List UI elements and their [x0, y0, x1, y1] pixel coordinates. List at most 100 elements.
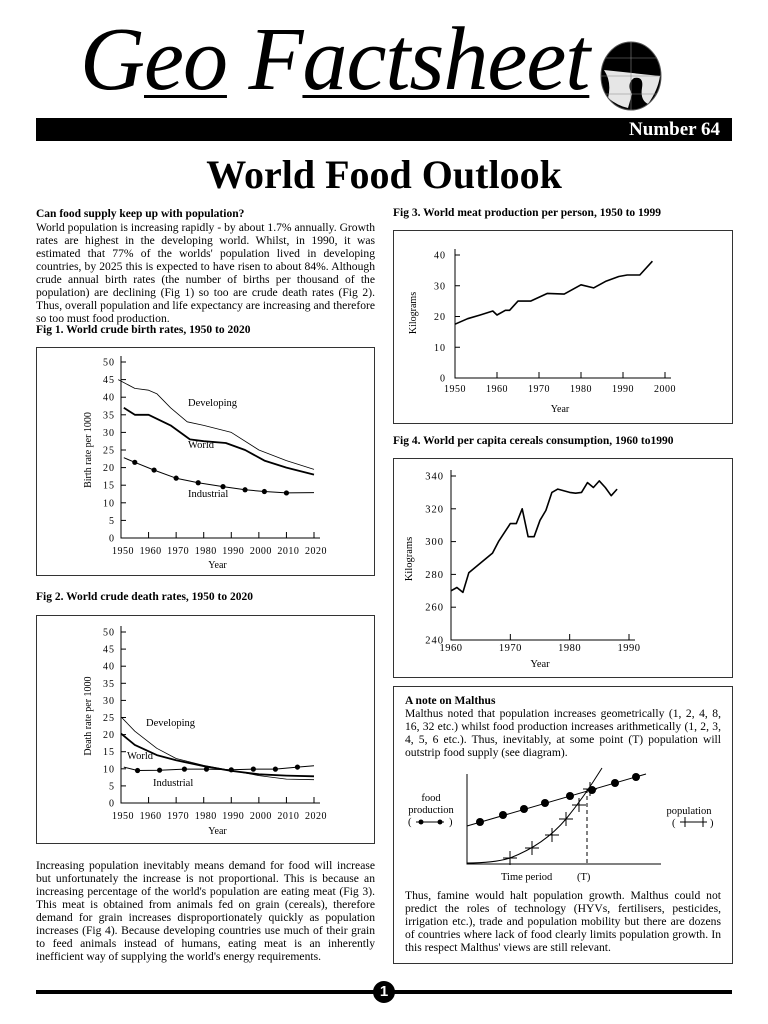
fig4-caption: Fig 4. World per capita cereals consumpt… [393, 435, 674, 447]
fig2-caption: Fig 2. World crude death rates, 1950 to … [36, 591, 253, 603]
x-axis-title: Year [530, 659, 550, 670]
x-tick-label: 2020 [305, 546, 327, 557]
fig1-chart: 0 5 10 15 20 25 30 35 40 45 50 1950 1960 1970 1980 1990… [36, 347, 375, 576]
series-line-industrial [123, 765, 315, 771]
population-legend-marker [680, 817, 707, 827]
series-label: Developing [188, 398, 238, 409]
x-tick-label: 1970 [528, 384, 550, 395]
diagram-axes [466, 774, 661, 865]
malthus-heading: A note on Malthus [405, 695, 496, 707]
malthus-box: A note on Malthus Malthus noted that pop… [393, 686, 733, 964]
data-point [203, 766, 210, 772]
y-tick-label: 10 [103, 498, 115, 509]
population-curve [466, 767, 603, 864]
series-line-industrial [123, 457, 315, 494]
y-axis-title: Death rate per 1000 [83, 676, 94, 755]
time-period-label: Time period [501, 872, 553, 883]
x-tick-label: 1980 [195, 546, 217, 557]
y-tick-label: 20 [103, 463, 115, 474]
x-tick-label: 1970 [167, 811, 189, 822]
data-point [132, 459, 138, 465]
food-legend-marker [437, 819, 443, 825]
y-tick-label: 45 [103, 375, 115, 386]
data-point [228, 767, 234, 773]
legend-paren: ) [449, 817, 453, 828]
fig1-caption: Fig 1. World crude birth rates, 1950 to … [36, 324, 251, 336]
x-tick-label: 2010 [277, 811, 299, 822]
y-tick-label: 10 [434, 343, 446, 354]
fig3-chart: 0 10 20 30 40 1950 1960 1970 1980 1990 2000 Year Kil… [393, 230, 733, 424]
malthus-paragraph-2: Thus, famine would halt population growt… [405, 889, 721, 954]
data-point [250, 766, 256, 772]
x-tick-label: 2000 [250, 811, 272, 822]
y-tick-label: 25 [103, 713, 115, 724]
y-tick-label: 15 [103, 747, 115, 758]
y-tick-label: 5 [109, 516, 115, 527]
brand-letter: G [80, 10, 145, 109]
y-tick-label: 30 [103, 696, 115, 707]
x-tick-label: 1960 [486, 384, 508, 395]
brand-letters: eo [144, 10, 228, 109]
x-axis-title: Year [551, 404, 570, 415]
y-tick-label: 0 [109, 799, 115, 810]
data-point [294, 764, 301, 770]
y-tick-label: 20 [434, 312, 446, 323]
y-axis-title: Kilograms [408, 292, 419, 334]
y-tick-label: 40 [103, 393, 115, 404]
data-point [220, 484, 226, 490]
chart-axes [120, 356, 320, 539]
series-label: World [188, 440, 215, 451]
x-tick-label: 1960 [140, 546, 162, 557]
series-label: World [127, 751, 154, 762]
y-tick-label: 15 [103, 481, 115, 492]
food-production-line [466, 773, 647, 827]
page-number: 1 [373, 981, 395, 1003]
data-point [195, 480, 201, 486]
intro-paragraph: World population is increasing rapidly -… [36, 221, 375, 325]
x-tick-label: 1980 [570, 384, 592, 395]
y-tick-label: 5 [109, 781, 115, 792]
y-tick-label: 30 [103, 428, 115, 439]
y-tick-label: 35 [103, 410, 115, 421]
x-tick-label: 1980 [195, 811, 217, 822]
x-axis-title: Year [208, 560, 227, 571]
chart-axes [450, 470, 635, 641]
legend-paren: ( [408, 817, 412, 828]
brand-letters: actsheet [302, 10, 590, 109]
y-tick-label: 240 [425, 636, 444, 647]
y-tick-label: 0 [109, 534, 115, 545]
x-tick-label: 1950 [112, 811, 134, 822]
y-tick-label: 25 [103, 446, 115, 457]
x-axis-title: Year [208, 826, 227, 837]
x-tick-label: 2020 [305, 811, 327, 822]
data-point [173, 475, 179, 481]
y-tick-label: 50 [103, 628, 115, 639]
x-tick-label: 1960 [140, 811, 162, 822]
legend-paren: ( [672, 818, 676, 829]
y-tick-label: 45 [103, 645, 115, 656]
data-point [151, 467, 157, 473]
y-tick-label: 40 [103, 662, 115, 673]
data-point [272, 766, 278, 772]
y-tick-label: 35 [103, 679, 115, 690]
series-line-world [123, 407, 315, 476]
page-title: World Food Outlook [206, 152, 562, 197]
population-points [503, 782, 597, 865]
data-point [242, 487, 248, 493]
brand-logo: Geo Factsheet [80, 10, 590, 110]
y-tick-label: 50 [103, 358, 115, 369]
issue-bar: Number 64 [36, 118, 732, 141]
fig2-chart: 0 5 10 15 20 25 30 35 40 45 50 1950 1960 1970 1980 1990… [36, 615, 375, 844]
x-tick-label: 1980 [558, 643, 581, 654]
x-tick-label: 2010 [277, 546, 299, 557]
x-tick-label: 1990 [612, 384, 634, 395]
y-tick-label: 280 [425, 570, 444, 581]
series-line-data [454, 260, 653, 325]
fig3-caption: Fig 3. World meat production per person,… [393, 207, 662, 219]
x-tick-label: 1950 [112, 546, 134, 557]
series-line-developing [118, 379, 315, 470]
series-line-data [450, 480, 618, 594]
malthus-diagram: food production ( ) population ( ) Time … [408, 767, 714, 883]
x-tick-label: 2000 [250, 546, 272, 557]
